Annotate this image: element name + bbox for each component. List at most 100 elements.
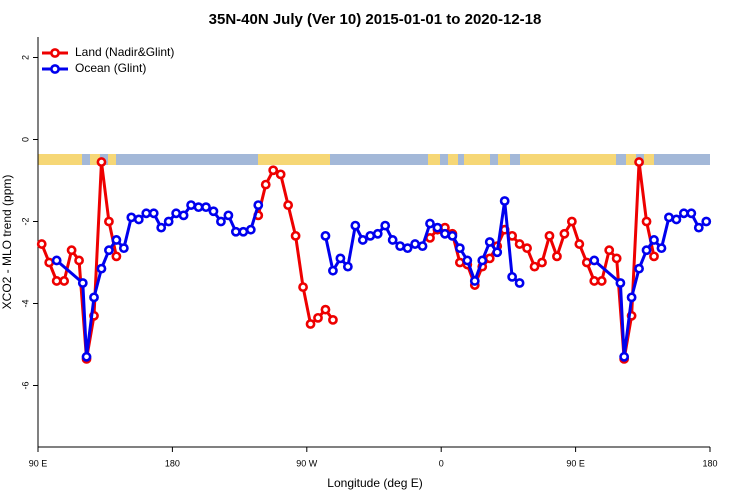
data-point — [335, 253, 346, 264]
data-point — [380, 220, 391, 231]
data-point — [96, 263, 107, 274]
x-tick-label: 90 W — [296, 458, 318, 468]
data-point — [230, 226, 241, 237]
data-point — [298, 282, 308, 292]
data-point — [552, 251, 562, 262]
data-point — [253, 200, 264, 210]
data-point — [641, 216, 652, 227]
data-point — [44, 257, 55, 268]
data-point — [499, 196, 510, 206]
data-point — [171, 208, 182, 219]
data-point — [484, 253, 495, 264]
data-point — [589, 255, 600, 266]
data-point — [566, 216, 577, 227]
data-point — [51, 276, 62, 286]
data-point — [581, 257, 592, 268]
data-point — [36, 239, 47, 249]
data-point — [320, 230, 331, 241]
data-point — [268, 165, 279, 176]
data-point — [395, 241, 406, 251]
data-point — [51, 255, 62, 266]
data-point — [193, 202, 204, 213]
x-tick-label: 90 E — [29, 458, 48, 468]
data-point — [544, 230, 555, 241]
chart-title: 35N-40N July (Ver 10) 2015-01-01 to 2020… — [209, 11, 542, 28]
data-point — [141, 208, 152, 219]
data-point — [387, 235, 398, 245]
data-point — [484, 237, 495, 247]
data-point — [216, 216, 226, 227]
data-point — [417, 241, 428, 251]
data-point — [574, 239, 585, 249]
data-point — [454, 257, 465, 268]
data-point — [514, 278, 525, 288]
data-point — [66, 245, 77, 256]
data-point — [305, 319, 316, 329]
y-tick-label: 2 — [20, 55, 30, 60]
x-tick-label: 180 — [165, 458, 180, 468]
data-point — [111, 251, 122, 262]
y-axis-label: XCO2 - MLO trend (ppm) — [0, 175, 14, 310]
data-point — [649, 235, 659, 245]
data-point — [634, 263, 644, 274]
y-tick-label: -4 — [20, 299, 30, 307]
data-point — [604, 245, 615, 256]
data-point — [537, 257, 547, 268]
data-point — [514, 239, 525, 249]
data-point — [372, 228, 383, 239]
y-tick-label: -6 — [20, 381, 30, 389]
x-tick-label: 0 — [439, 458, 444, 468]
data-point — [664, 212, 674, 223]
data-point — [74, 255, 84, 266]
data-point — [649, 251, 659, 262]
legend-label: Ocean (Glint) — [75, 61, 146, 75]
data-point — [440, 228, 450, 239]
legend-marker — [50, 64, 60, 74]
land-mask-strip — [38, 154, 710, 165]
data-point — [186, 200, 196, 210]
data-point — [111, 235, 122, 245]
data-point — [178, 210, 189, 221]
data-point — [275, 169, 286, 180]
data-point — [313, 312, 323, 323]
x-axis-label: Longitude (deg E) — [327, 476, 422, 490]
data-point — [425, 218, 435, 229]
data-point — [126, 212, 137, 223]
data-point — [365, 230, 376, 241]
data-point — [626, 292, 637, 303]
data-point — [529, 261, 540, 272]
data-point — [148, 208, 159, 219]
data-point — [402, 243, 413, 254]
data-point — [492, 247, 503, 258]
data-point — [133, 214, 144, 225]
data-point — [634, 157, 644, 167]
data-point — [163, 216, 174, 227]
data-point — [678, 208, 689, 219]
x-tick-label: 180 — [702, 458, 717, 468]
data-point — [342, 261, 353, 272]
data-point — [245, 224, 256, 235]
legend-label: Land (Nadir&Glint) — [75, 45, 174, 59]
x-tick-label: 90 E — [566, 458, 585, 468]
data-point — [701, 216, 712, 227]
data-point — [611, 253, 622, 264]
y-tick-label: 0 — [20, 137, 30, 142]
data-point — [81, 351, 92, 362]
data-point — [96, 157, 107, 167]
data-point — [104, 245, 114, 256]
data-point — [328, 314, 338, 325]
data-point — [641, 245, 652, 256]
data-point — [507, 271, 518, 282]
data-point — [104, 216, 114, 227]
data-point — [410, 239, 420, 249]
data-point — [522, 243, 532, 254]
data-point — [559, 228, 570, 239]
data-point — [469, 276, 480, 286]
data-point — [615, 278, 626, 288]
data-point — [320, 304, 331, 315]
data-point — [238, 226, 249, 237]
data-point — [671, 214, 682, 225]
data-point — [656, 243, 667, 254]
y-tick-label: -2 — [20, 217, 30, 225]
